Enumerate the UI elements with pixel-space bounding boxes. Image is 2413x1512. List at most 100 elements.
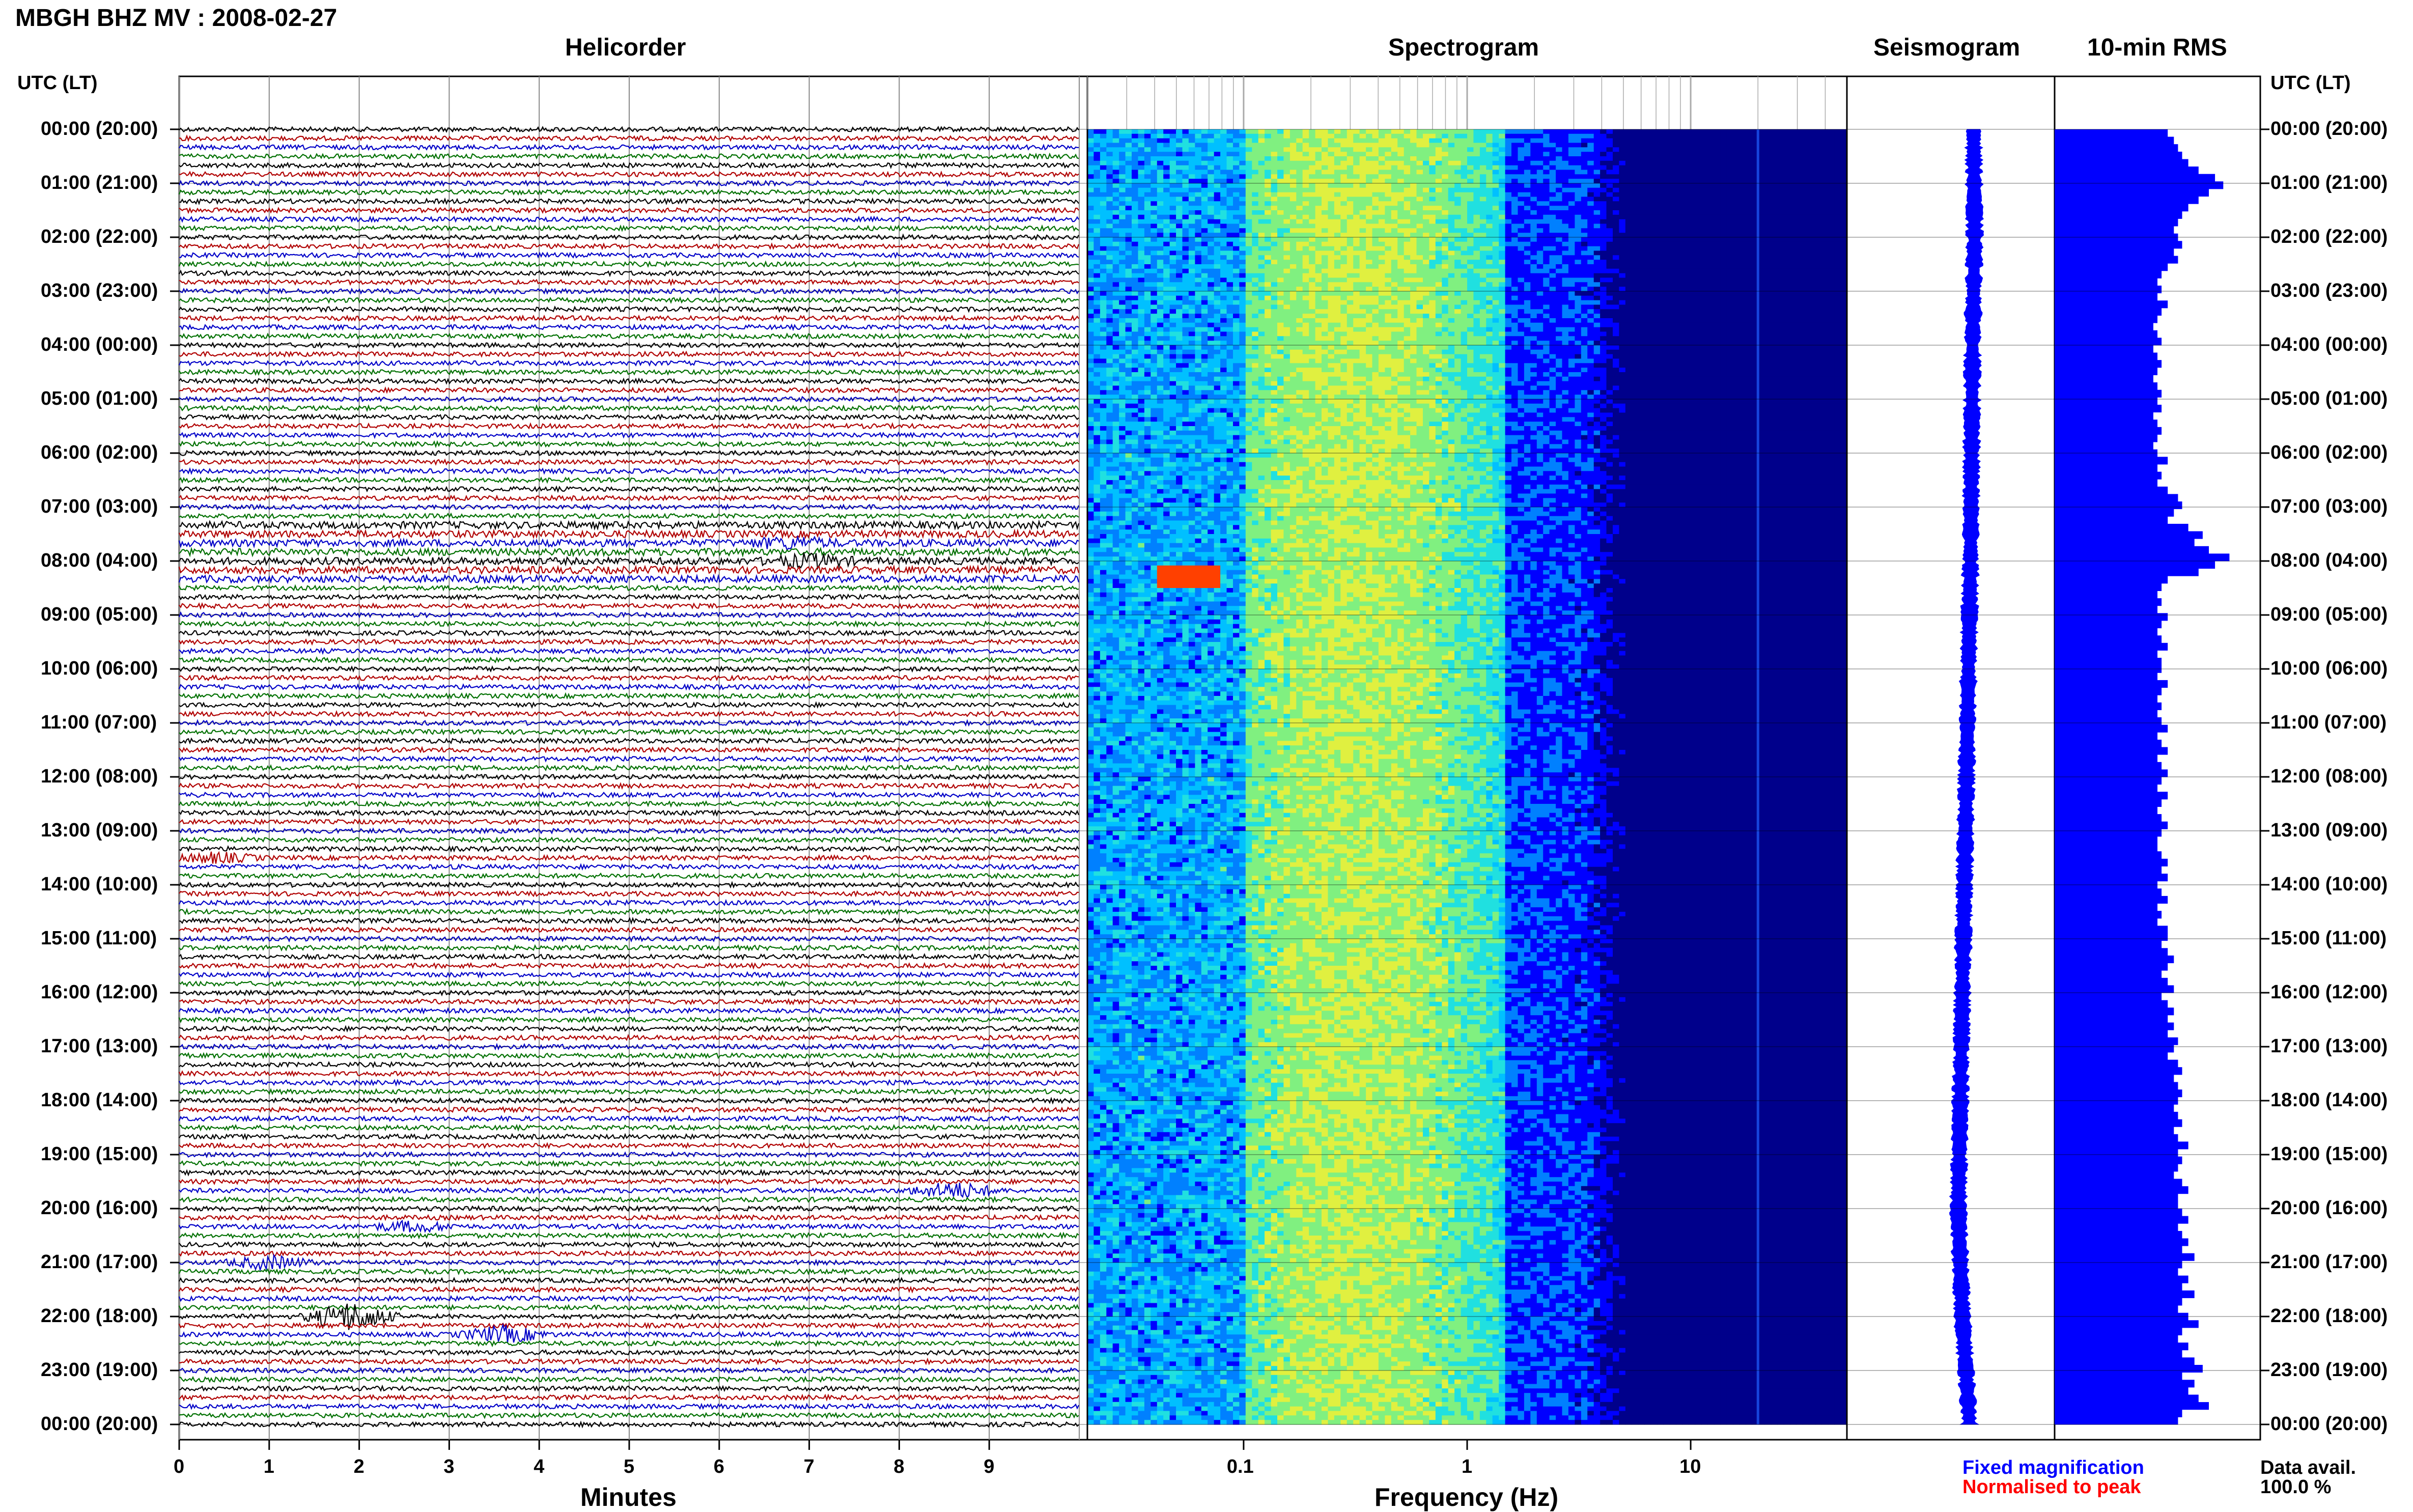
spectrogram-cell <box>1714 161 1721 165</box>
spectrogram-cell <box>1208 251 1214 256</box>
spectrogram-cell <box>1727 152 1733 156</box>
spectrogram-cell <box>1708 156 1715 161</box>
spectrogram-cell <box>1436 147 1442 152</box>
spectrogram-cell <box>1720 242 1727 246</box>
spectrogram-cell <box>1625 170 1632 175</box>
spectrogram-cell <box>1663 161 1670 165</box>
spectrogram-cell <box>1600 210 1607 215</box>
spectrogram-cell <box>1429 179 1436 183</box>
spectrogram-cell <box>1594 161 1601 165</box>
spectrogram-cell <box>1144 255 1151 260</box>
spectrogram-cell <box>1157 251 1164 256</box>
spectrogram-cell <box>1550 170 1556 175</box>
spectrogram-cell <box>1157 152 1164 156</box>
spectrogram-cell <box>1739 246 1746 251</box>
spectrogram-cell <box>1613 197 1619 202</box>
spectrogram-cell <box>1093 134 1100 138</box>
spectrogram-cell <box>1708 219 1715 224</box>
spectrogram-cell <box>1290 188 1297 192</box>
spectrogram-cell <box>1258 161 1265 165</box>
spectrogram-cell <box>1277 233 1284 237</box>
spectrogram-cell <box>1746 233 1752 237</box>
spectrogram-cell <box>1201 188 1208 192</box>
spectrogram-cell <box>1144 215 1151 219</box>
spectrogram-cell <box>1119 255 1126 260</box>
spectrogram-cell <box>1290 156 1297 161</box>
spectrogram-cell <box>1093 201 1100 206</box>
spectrogram-cell <box>1163 242 1170 246</box>
spectrogram-cell <box>1385 201 1391 206</box>
spectrogram-cell <box>1303 210 1309 215</box>
spectrogram-cell <box>1353 183 1360 188</box>
spectrogram-cell <box>1689 156 1695 161</box>
spectrogram-cell <box>1283 242 1290 246</box>
spectrogram-cell <box>1385 143 1391 148</box>
spectrogram-cell <box>1126 152 1132 156</box>
spectrogram-cell <box>1328 134 1335 138</box>
spectrogram-cell <box>1587 233 1594 237</box>
spectrogram-cell <box>1233 192 1240 197</box>
spectrogram-cell <box>1290 174 1297 179</box>
spectrogram-cell <box>1594 134 1601 138</box>
spectrogram-cell <box>1353 188 1360 192</box>
spectrogram-cell <box>1746 179 1752 183</box>
spectrogram-cell <box>1714 206 1721 210</box>
spectrogram-cell <box>1815 161 1822 165</box>
spectrogram-cell <box>1170 228 1176 233</box>
spectrogram-cell <box>1821 246 1828 251</box>
spectrogram-cell <box>1644 152 1651 156</box>
spectrogram-cell <box>1246 197 1252 202</box>
spectrogram-cell <box>1613 147 1619 152</box>
spectrogram-cell <box>1714 233 1721 237</box>
spectrogram-cell <box>1271 174 1278 179</box>
spectrogram-cell <box>1163 197 1170 202</box>
spectrogram-cell <box>1157 183 1164 188</box>
spectrogram-cell <box>1429 129 1436 134</box>
spectrogram-cell <box>1562 134 1569 138</box>
spectrogram-cell <box>1385 165 1391 170</box>
spectrogram-cell <box>1644 219 1651 224</box>
spectrogram-cell <box>1733 138 1739 143</box>
spectrogram-cell <box>1397 170 1404 175</box>
spectrogram-cell <box>1087 219 1094 224</box>
spectrogram-cell <box>1607 129 1613 134</box>
spectrogram-cell <box>1391 188 1398 192</box>
spectrogram-cell <box>1556 156 1562 161</box>
spectrogram-cell <box>1480 174 1486 179</box>
spectrogram-cell <box>1727 237 1733 242</box>
spectrogram-cell <box>1720 147 1727 152</box>
spectrogram-cell <box>1594 152 1601 156</box>
spectrogram-cell <box>1828 242 1835 246</box>
spectrogram-cell <box>1727 174 1733 179</box>
spectrogram-cell <box>1676 147 1682 152</box>
spectrogram-cell <box>1511 210 1518 215</box>
spectrogram-cell <box>1087 134 1094 138</box>
spectrogram-cell <box>1708 233 1715 237</box>
spectrogram-cell <box>1828 233 1835 237</box>
spectrogram-cell <box>1600 165 1607 170</box>
spectrogram-cell <box>1473 197 1480 202</box>
spectrogram-cell <box>1170 255 1176 260</box>
spectrogram-cell <box>1764 129 1771 134</box>
spectrogram-cell <box>1568 228 1575 233</box>
spectrogram-cell <box>1676 246 1682 251</box>
spectrogram-cell <box>1834 183 1841 188</box>
spectrogram-cell <box>1385 219 1391 224</box>
spectrogram-cell <box>1170 179 1176 183</box>
spectrogram-cell <box>1220 237 1227 242</box>
spectrogram-cell <box>1113 224 1119 229</box>
spectrogram-cell <box>1189 129 1195 134</box>
spectrogram-cell <box>1442 219 1448 224</box>
spectrogram-cell <box>1638 210 1645 215</box>
spectrogram-cell <box>1682 197 1689 202</box>
spectrogram-cell <box>1784 197 1790 202</box>
spectrogram-cell <box>1391 246 1398 251</box>
spectrogram-cell <box>1821 179 1828 183</box>
spectrogram-cell <box>1625 152 1632 156</box>
spectrogram-cell <box>1518 179 1525 183</box>
spectrogram-cell <box>1644 156 1651 161</box>
spectrogram-cell <box>1417 179 1423 183</box>
spectrogram-cell <box>1246 170 1252 175</box>
spectrogram-cell <box>1682 246 1689 251</box>
spectrogram-cell <box>1429 138 1436 143</box>
